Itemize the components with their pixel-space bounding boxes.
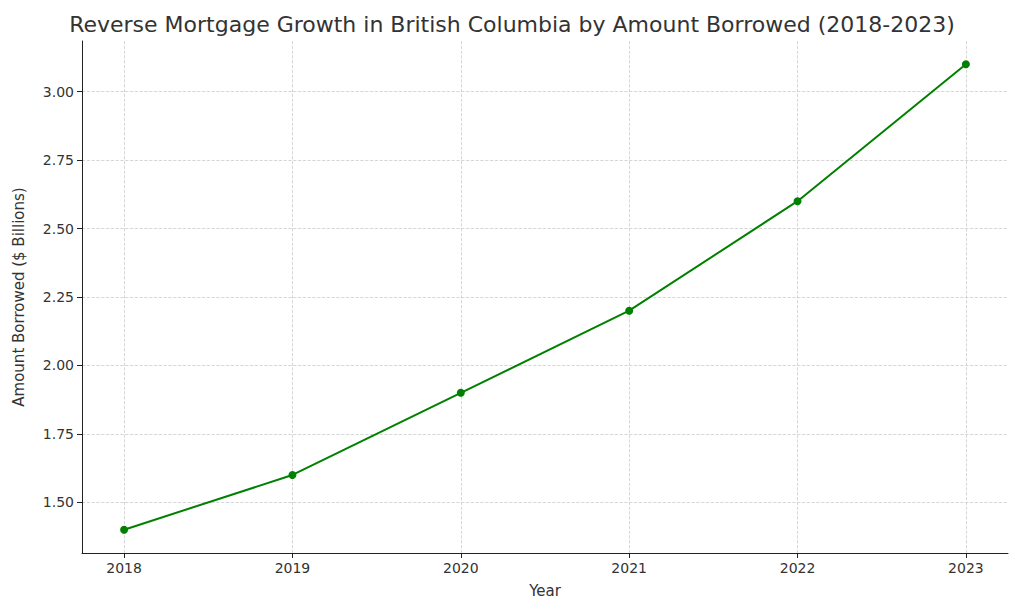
svg-text:2.75: 2.75 bbox=[43, 152, 74, 168]
svg-text:Reverse Mortgage Growth in Bri: Reverse Mortgage Growth in British Colum… bbox=[69, 12, 955, 37]
svg-text:2.00: 2.00 bbox=[43, 357, 74, 373]
svg-text:Year: Year bbox=[528, 582, 562, 600]
svg-text:2023: 2023 bbox=[948, 560, 984, 576]
svg-text:2019: 2019 bbox=[275, 560, 311, 576]
svg-text:2.50: 2.50 bbox=[43, 221, 74, 237]
svg-text:Amount Borrowed ($ Billions): Amount Borrowed ($ Billions) bbox=[10, 187, 28, 406]
svg-text:2020: 2020 bbox=[443, 560, 479, 576]
svg-text:1.50: 1.50 bbox=[43, 494, 74, 510]
svg-text:2021: 2021 bbox=[611, 560, 647, 576]
svg-text:2022: 2022 bbox=[780, 560, 816, 576]
svg-text:1.75: 1.75 bbox=[43, 426, 74, 442]
svg-text:2018: 2018 bbox=[106, 560, 142, 576]
svg-text:2.25: 2.25 bbox=[43, 289, 74, 305]
svg-text:3.00: 3.00 bbox=[43, 84, 74, 100]
